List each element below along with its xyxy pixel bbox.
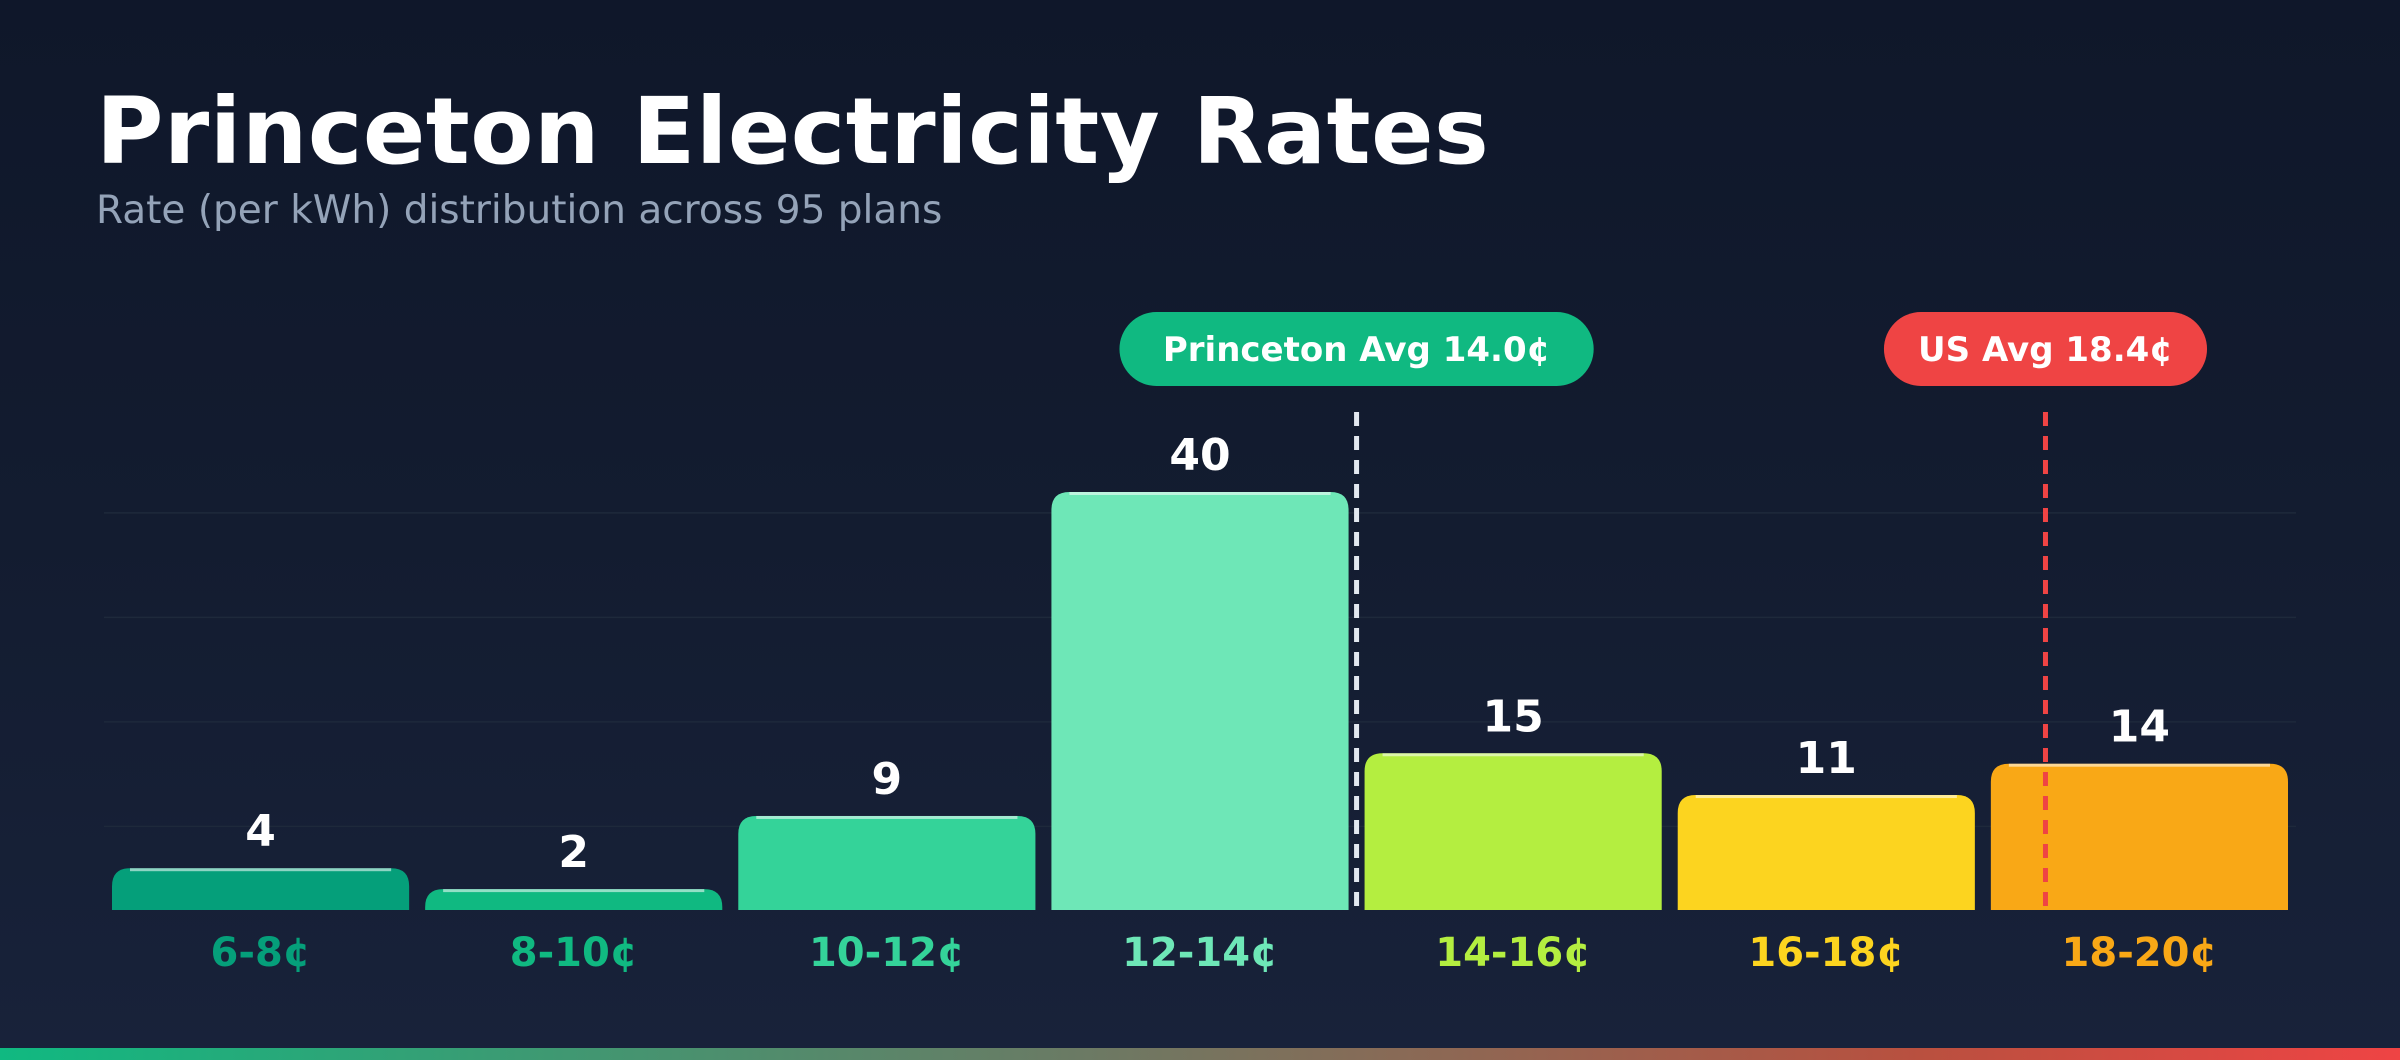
- chart-subtitle: Rate (per kWh) distribution across 95 pl…: [96, 188, 943, 233]
- category-label: 12-14¢: [1122, 930, 1278, 976]
- bar-highlight: [1695, 795, 1957, 799]
- category-label: 6-8¢: [211, 930, 311, 976]
- bar-highlight: [1069, 492, 1331, 495]
- reference-lines: Princeton Avg 14.0¢ US Avg 18.4¢: [1119, 312, 2208, 906]
- reference-label-pill: [1119, 312, 1594, 386]
- category-label: 8-10¢: [510, 930, 638, 976]
- bar-highlight: [1382, 753, 1644, 757]
- bar: [1990, 763, 2288, 910]
- bar-value-label: 4: [245, 806, 276, 857]
- bar-value-label: 40: [1169, 430, 1230, 481]
- bottom-accent-bar: [0, 1048, 2400, 1060]
- category-label: 16-18¢: [1748, 930, 1904, 976]
- reference-label-text: US Avg 18.4¢: [1918, 330, 2173, 370]
- bar: [1677, 795, 1975, 910]
- bar-highlight: [756, 815, 1018, 819]
- bars: [112, 492, 2288, 910]
- bar-value-label: 15: [1483, 691, 1544, 742]
- category-label: 14-16¢: [1435, 930, 1591, 976]
- chart-title: Princeton Electricity Rates: [96, 78, 1490, 185]
- bar-value-label: 11: [1796, 733, 1857, 784]
- reference-label-text: Princeton Avg 14.0¢: [1163, 330, 1550, 370]
- reference-label-pill: [1883, 312, 2208, 386]
- bar-value-label: 9: [872, 754, 903, 805]
- bar-highlight: [443, 889, 705, 893]
- bar-value-label: 14: [2109, 702, 2170, 753]
- category-label: 18-20¢: [2062, 930, 2218, 976]
- category-label: 10-12¢: [809, 930, 965, 976]
- bar: [112, 868, 410, 910]
- bar: [1051, 492, 1349, 910]
- bar: [1364, 753, 1662, 910]
- bar: [425, 889, 723, 910]
- bar: [738, 815, 1036, 910]
- bar-highlight: [2008, 763, 2270, 767]
- labels: 4 6-8¢ 2 8-10¢ 9 10-12¢ 40 12-14¢ 15 14-16¢ 11 16-1…: [211, 430, 2218, 976]
- bar-value-label: 2: [558, 827, 589, 878]
- bar-highlight: [130, 868, 392, 872]
